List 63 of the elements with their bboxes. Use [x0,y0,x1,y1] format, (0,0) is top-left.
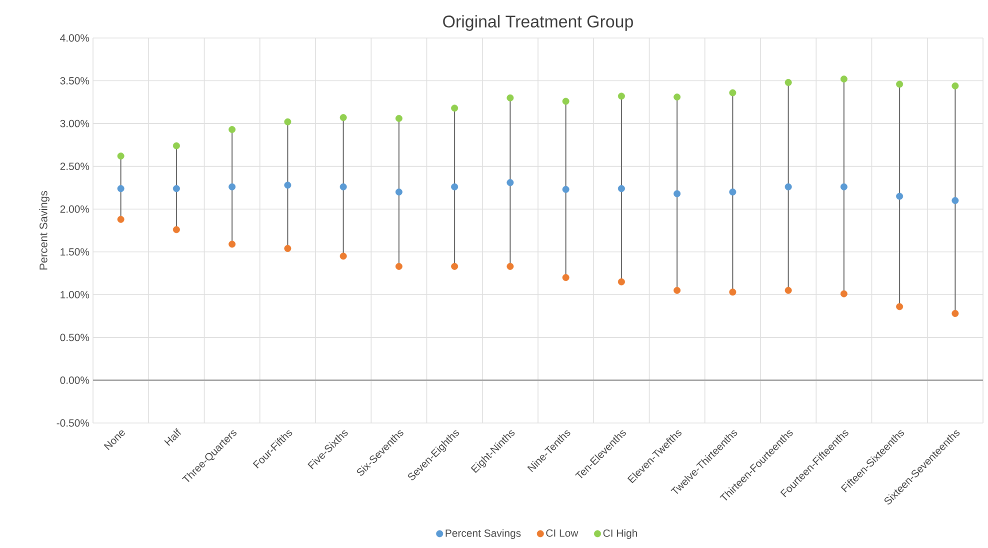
point [896,80,904,88]
point [729,188,736,196]
legend-label: CI High [603,529,638,539]
point [228,240,236,248]
point [896,192,904,200]
point [952,197,959,204]
point [506,262,514,270]
y-tick-label: 0.00% [60,376,90,384]
legend-label: Percent Savings [446,529,521,539]
point [840,290,848,298]
point [840,183,848,190]
y-tick-label: 0.50% [60,334,90,342]
point [451,183,458,190]
point [896,303,904,310]
point [840,76,848,83]
point [228,126,236,134]
y-tick-label: 2.00% [60,205,90,213]
y-tick-label: 1.00% [60,290,90,298]
y-tick-label: 3.50% [60,77,90,84]
point [172,226,180,234]
point [172,142,180,150]
point [784,183,792,190]
point [784,286,792,294]
point [784,78,792,86]
y-tick-label: 2.50% [60,162,90,170]
point [952,310,959,317]
point [562,98,570,105]
point [674,286,681,294]
point [340,252,347,260]
point [618,278,625,286]
point [117,216,124,223]
point [618,92,625,100]
point [506,94,514,102]
point [451,262,458,270]
y-tick-label: 1.50% [60,248,90,256]
point [395,262,402,270]
point [952,82,959,90]
y-tick-label: 4.00% [60,34,90,42]
point [284,182,292,189]
point [674,94,681,101]
point [117,152,124,160]
point [117,185,124,192]
point [340,183,347,190]
point [562,274,570,282]
point [729,288,736,296]
point [395,188,402,196]
point [674,190,681,198]
point [729,89,736,96]
y-tick-label: -0.50% [56,419,90,427]
point [618,185,625,192]
point [395,114,402,122]
legend-label: CI Low [546,529,578,537]
chart-title: Original Treatment Group [443,15,633,31]
point [284,118,292,126]
point [451,104,458,112]
point [172,185,180,192]
point [506,179,514,186]
y-axis-title: Percent Savings [39,191,50,270]
y-tick-label: 3.00% [60,120,90,128]
point [340,114,347,122]
point [228,183,236,190]
point [284,244,292,252]
point [562,186,570,193]
